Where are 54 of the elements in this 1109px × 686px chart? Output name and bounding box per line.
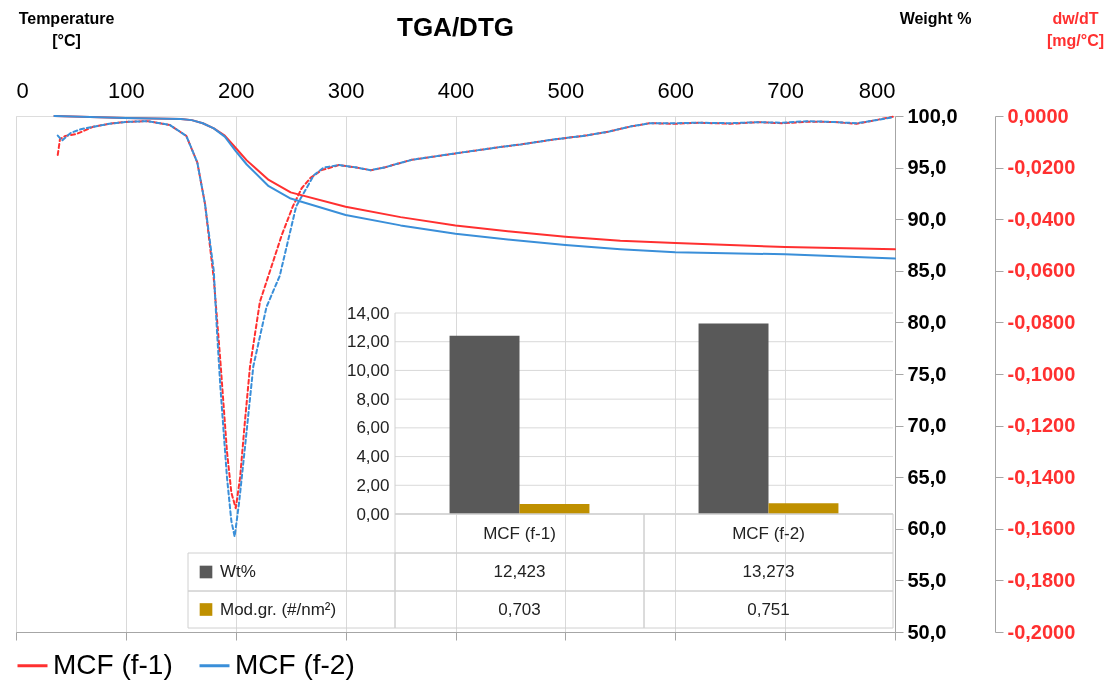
x-tick-label: 0 — [16, 77, 29, 103]
x-tick-label: 300 — [327, 77, 365, 103]
x-tick-label: 400 — [437, 77, 475, 103]
data-label: 0,703 — [498, 599, 541, 619]
y-tick-label: 85,0 — [907, 259, 947, 282]
y-tick-label: 2,00 — [356, 475, 390, 495]
bar — [768, 503, 839, 514]
x-tick-label: 700 — [767, 77, 804, 103]
y-tick-label: 4,00 — [356, 447, 390, 467]
y-tick-label: 65,0 — [907, 465, 947, 488]
data-label: 13,273 — [742, 562, 795, 581]
chart-title: TGA/DTG — [397, 12, 514, 42]
y2-tick-label: -0,0800 — [1007, 310, 1076, 333]
y2-tick-label: -0,1000 — [1007, 362, 1076, 385]
x-tick-label: 500 — [547, 77, 585, 103]
y-tick-label: 60,0 — [907, 517, 947, 540]
y-tick-label: 10,00 — [346, 360, 390, 380]
y-tick-label: 12,00 — [346, 332, 390, 352]
y-tick-label: 70,0 — [907, 414, 947, 437]
y-tick-label: 14,00 — [346, 303, 390, 323]
x-tick-label: 100 — [108, 77, 145, 103]
x-tick-label: 800 — [858, 77, 896, 103]
data-label: 12,423 — [493, 562, 546, 581]
bar — [698, 323, 769, 514]
y2-tick-label: -0,1600 — [1007, 517, 1076, 540]
y2-tick-label: -0,1800 — [1007, 568, 1076, 591]
x-tick-label: 600 — [657, 77, 695, 103]
bar — [449, 335, 520, 514]
legend-label: Mod.gr. (#/nm²) — [220, 599, 337, 619]
legend-label: MCF (f-2) — [235, 648, 355, 680]
y-tick-label: 55,0 — [907, 568, 947, 591]
y-tick-label: 100,0 — [907, 104, 958, 127]
y-tick-label: 95,0 — [907, 156, 947, 179]
y2-tick-label: -0,1200 — [1007, 414, 1076, 437]
x-axis-title: Temperature [°C] — [18, 9, 115, 49]
y-tick-label: 80,0 — [907, 310, 947, 333]
y2-tick-label: -0,0600 — [1007, 259, 1076, 282]
legend-label: MCF (f-1) — [53, 648, 173, 680]
y2-tick-label: -0,0400 — [1007, 207, 1076, 230]
y2-axis-title: dw/dT [mg/°C] — [1046, 9, 1105, 49]
data-label: 0,751 — [747, 599, 790, 619]
y2-tick-label: -0,1400 — [1007, 465, 1076, 488]
y2-tick-label: -0,2000 — [1007, 620, 1076, 643]
y2-tick-label: 0,0000 — [1007, 104, 1069, 127]
y-tick-label: 6,00 — [356, 418, 390, 438]
x-tick-label: 200 — [217, 77, 255, 103]
y-tick-label: 90,0 — [907, 207, 947, 230]
y-tick-label: 50,0 — [907, 620, 947, 643]
y2-tick-label: -0,0200 — [1007, 156, 1076, 179]
y-axis-title: Weight % — [899, 9, 972, 27]
y-tick-label: 0,00 — [356, 504, 390, 524]
legend-label: Wt% — [220, 562, 256, 581]
y-tick-label: 8,00 — [356, 389, 390, 409]
y-tick-label: 75,0 — [907, 362, 947, 385]
